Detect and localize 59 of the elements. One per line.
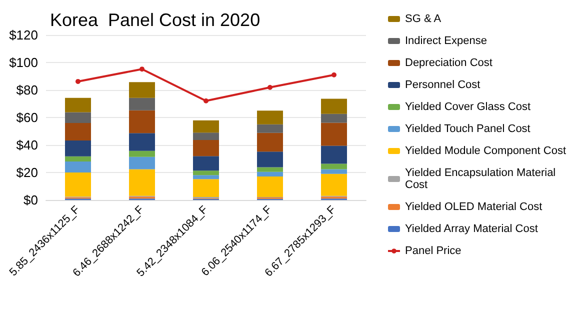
bar bbox=[321, 169, 347, 174]
bar bbox=[321, 164, 347, 170]
bar bbox=[65, 123, 91, 140]
bar bbox=[257, 124, 283, 133]
bar bbox=[257, 167, 283, 172]
y-tick-label: $0 bbox=[24, 192, 38, 208]
chart-title: Korea Panel Cost in 2020 bbox=[50, 10, 260, 30]
bar bbox=[257, 110, 283, 124]
legend-label: Depreciation Cost bbox=[405, 57, 492, 69]
bar bbox=[193, 170, 219, 176]
y-tick-label: $80 bbox=[16, 82, 38, 98]
bar bbox=[65, 162, 91, 172]
y-tick-label: $40 bbox=[16, 138, 38, 152]
bar bbox=[129, 82, 155, 98]
bar bbox=[129, 150, 155, 157]
point bbox=[204, 98, 208, 104]
bar bbox=[193, 179, 219, 197]
bar bbox=[321, 114, 347, 123]
legend-label: Panel Price bbox=[405, 245, 462, 257]
legend-label: Yielded Encapsulation Material Cost bbox=[405, 167, 559, 191]
bar bbox=[321, 122, 347, 146]
bar bbox=[193, 156, 219, 171]
bar bbox=[257, 176, 283, 197]
bar bbox=[193, 132, 219, 140]
legend-label: Yielded Module Component Cost bbox=[405, 145, 566, 157]
bar bbox=[65, 156, 91, 162]
y-tick-label: $60 bbox=[16, 110, 38, 125]
legend-label: Personnel Cost bbox=[405, 79, 480, 91]
bar bbox=[257, 132, 283, 152]
point bbox=[332, 72, 336, 78]
bar bbox=[193, 175, 219, 180]
bar bbox=[129, 98, 155, 110]
bar bbox=[257, 152, 283, 168]
legend-label: Yielded OLED Material Cost bbox=[405, 201, 542, 213]
bar bbox=[193, 120, 219, 133]
bar bbox=[65, 98, 91, 112]
bar bbox=[321, 146, 347, 164]
legend-label: Yielded Cover Glass Cost bbox=[405, 101, 531, 113]
y-tick-label: $20 bbox=[16, 165, 38, 180]
y-tick-label: $100 bbox=[9, 55, 38, 70]
bar bbox=[65, 172, 91, 197]
legend-label: SG & A bbox=[405, 13, 442, 25]
bar bbox=[129, 156, 155, 170]
point bbox=[76, 78, 80, 84]
y-tick-label: $120 bbox=[9, 28, 38, 42]
bar bbox=[129, 169, 155, 196]
legend-label: Indirect Expense bbox=[405, 35, 487, 47]
point bbox=[268, 84, 272, 90]
bar bbox=[321, 98, 347, 114]
bar bbox=[193, 140, 219, 156]
bar bbox=[257, 172, 283, 176]
bar bbox=[65, 140, 91, 156]
legend-label: Yielded Touch Panel Cost bbox=[405, 123, 530, 135]
point bbox=[140, 66, 144, 72]
bar bbox=[65, 112, 91, 123]
legend-label: Yielded Array Material Cost bbox=[405, 223, 538, 235]
bar bbox=[321, 174, 347, 196]
bar bbox=[129, 133, 155, 151]
bar bbox=[129, 110, 155, 134]
